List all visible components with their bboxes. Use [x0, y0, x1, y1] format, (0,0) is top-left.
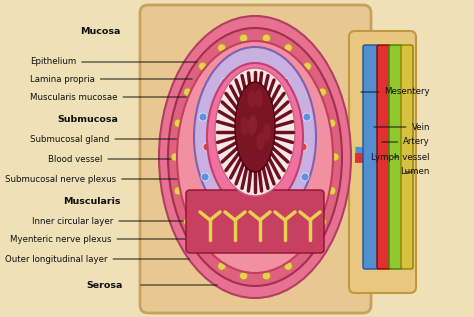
Circle shape [319, 218, 326, 226]
Circle shape [206, 198, 214, 206]
Circle shape [284, 262, 292, 270]
FancyBboxPatch shape [389, 45, 403, 269]
Text: Muscularis mucosae: Muscularis mucosae [30, 93, 187, 101]
Ellipse shape [159, 16, 351, 298]
FancyBboxPatch shape [363, 45, 379, 269]
Ellipse shape [260, 102, 268, 120]
Circle shape [201, 173, 209, 181]
Text: Lymph vessel: Lymph vessel [372, 152, 430, 161]
Ellipse shape [258, 133, 266, 151]
Circle shape [281, 218, 289, 226]
Text: Artery: Artery [382, 138, 430, 146]
Circle shape [296, 198, 304, 206]
Circle shape [263, 34, 270, 42]
Ellipse shape [249, 113, 257, 131]
Text: Myenteric nerve plexus: Myenteric nerve plexus [10, 235, 189, 243]
Text: Mucosa: Mucosa [80, 28, 120, 36]
Text: Outer longitudinal layer: Outer longitudinal layer [5, 255, 189, 263]
Text: Mesentery: Mesentery [361, 87, 430, 96]
Text: Blood vessel: Blood vessel [48, 154, 189, 164]
Circle shape [199, 62, 207, 70]
Ellipse shape [260, 106, 268, 124]
Circle shape [299, 143, 307, 151]
Circle shape [328, 187, 336, 195]
Ellipse shape [235, 82, 275, 172]
FancyBboxPatch shape [377, 45, 391, 269]
Circle shape [218, 44, 226, 52]
Text: Vein: Vein [374, 122, 430, 132]
Text: Submucosal gland: Submucosal gland [30, 134, 189, 144]
Ellipse shape [251, 99, 259, 117]
Circle shape [203, 143, 211, 151]
Circle shape [174, 119, 182, 127]
Circle shape [319, 88, 326, 96]
Ellipse shape [263, 88, 271, 106]
Circle shape [199, 113, 207, 121]
Circle shape [184, 218, 191, 226]
Text: Submucosa: Submucosa [57, 114, 118, 124]
Circle shape [301, 173, 309, 181]
Ellipse shape [243, 134, 251, 152]
Circle shape [328, 119, 336, 127]
FancyBboxPatch shape [401, 45, 413, 269]
Ellipse shape [215, 68, 295, 196]
Ellipse shape [194, 47, 316, 227]
Circle shape [221, 78, 229, 86]
Text: Lumen: Lumen [401, 167, 430, 177]
Ellipse shape [168, 28, 342, 286]
Circle shape [199, 244, 207, 252]
Ellipse shape [255, 126, 264, 144]
Text: Serosa: Serosa [87, 281, 123, 289]
FancyBboxPatch shape [140, 5, 371, 313]
Circle shape [263, 272, 270, 280]
Text: Lamina propria: Lamina propria [30, 74, 192, 83]
FancyBboxPatch shape [186, 190, 324, 253]
Text: Submucosal nerve plexus: Submucosal nerve plexus [5, 174, 189, 184]
Text: Epithelium: Epithelium [30, 57, 197, 67]
Circle shape [281, 78, 289, 86]
Circle shape [303, 62, 311, 70]
FancyBboxPatch shape [349, 31, 416, 293]
Circle shape [184, 88, 191, 96]
Ellipse shape [177, 41, 333, 273]
Ellipse shape [207, 63, 303, 211]
Circle shape [240, 272, 247, 280]
Circle shape [221, 218, 229, 226]
Circle shape [303, 113, 311, 121]
Text: Inner circular layer: Inner circular layer [32, 217, 189, 225]
Circle shape [218, 262, 226, 270]
Circle shape [174, 187, 182, 195]
Circle shape [171, 153, 179, 161]
Circle shape [303, 244, 311, 252]
Circle shape [240, 34, 247, 42]
Circle shape [284, 44, 292, 52]
Circle shape [331, 153, 339, 161]
Text: Muscularis: Muscularis [63, 197, 121, 206]
